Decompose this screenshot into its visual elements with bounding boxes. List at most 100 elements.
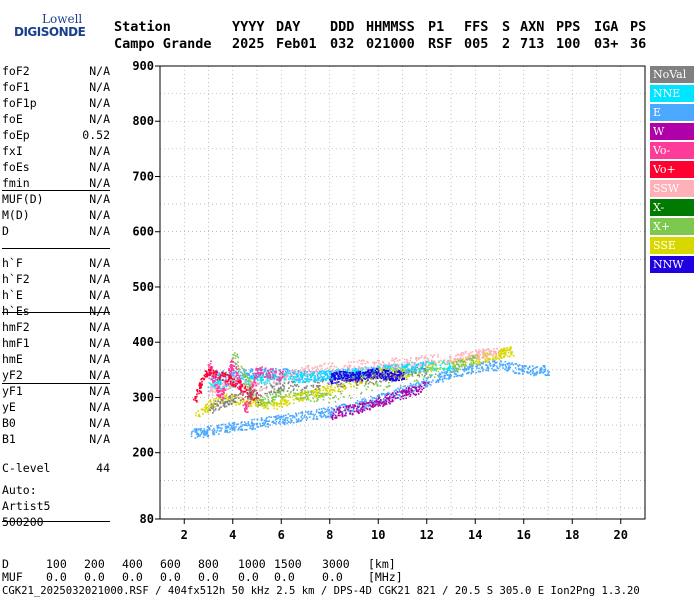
echo-point bbox=[249, 394, 252, 397]
echo-point bbox=[393, 373, 396, 375]
echo-point bbox=[375, 361, 377, 364]
echo-point bbox=[253, 423, 255, 425]
echo-point bbox=[319, 377, 321, 379]
echo-point bbox=[220, 398, 223, 401]
echo-point bbox=[223, 401, 225, 403]
echo-point bbox=[219, 401, 221, 403]
echo-point bbox=[268, 380, 271, 383]
echo-point bbox=[199, 382, 202, 384]
echo-point bbox=[408, 385, 411, 387]
echo-point bbox=[255, 377, 257, 379]
echo-point bbox=[278, 422, 280, 424]
param-row: M(D) N/A bbox=[2, 208, 110, 223]
echo-point bbox=[413, 372, 416, 374]
echo-point bbox=[444, 377, 446, 380]
echo-point bbox=[233, 372, 236, 374]
echo-point bbox=[208, 400, 211, 403]
echo-point bbox=[401, 368, 404, 371]
echo-point bbox=[369, 371, 371, 374]
echo-point bbox=[430, 384, 432, 386]
echo-point bbox=[475, 357, 478, 359]
echo-point bbox=[401, 371, 404, 373]
header-label-3: DDD bbox=[330, 19, 355, 35]
echo-point bbox=[380, 364, 382, 366]
echo-point bbox=[359, 375, 362, 377]
echo-point bbox=[274, 416, 277, 418]
echo-point bbox=[426, 384, 429, 387]
echo-point bbox=[519, 368, 521, 371]
echo-point bbox=[384, 371, 387, 373]
echo-point bbox=[316, 415, 318, 418]
echo-point bbox=[211, 389, 213, 392]
echo-point bbox=[446, 369, 449, 371]
echo-point bbox=[405, 362, 408, 365]
echo-point bbox=[324, 372, 326, 374]
echo-point bbox=[399, 367, 402, 370]
echo-point bbox=[471, 359, 474, 362]
echo-point bbox=[287, 370, 289, 373]
echo-point bbox=[346, 370, 348, 372]
echo-point bbox=[259, 423, 261, 425]
echo-point bbox=[360, 378, 362, 380]
echo-point bbox=[285, 395, 288, 398]
echo-point bbox=[312, 394, 315, 396]
echo-point bbox=[247, 405, 250, 408]
echo-point bbox=[217, 385, 220, 388]
echo-point bbox=[416, 357, 419, 360]
echo-point bbox=[346, 408, 349, 411]
echo-point bbox=[208, 377, 211, 380]
echo-point bbox=[326, 367, 329, 369]
echo-point bbox=[449, 367, 451, 369]
echo-point bbox=[408, 374, 410, 377]
echo-point bbox=[381, 376, 384, 378]
echo-point bbox=[224, 400, 227, 403]
echo-point bbox=[367, 382, 370, 385]
echo-point bbox=[238, 382, 240, 384]
echo-point bbox=[386, 372, 389, 375]
header-value-4: 021000 bbox=[366, 36, 415, 52]
echo-point bbox=[318, 412, 320, 414]
echo-point bbox=[264, 392, 266, 395]
echo-point bbox=[377, 375, 380, 377]
echo-point bbox=[400, 373, 403, 376]
echo-point bbox=[337, 377, 340, 379]
echo-point bbox=[320, 411, 323, 413]
echo-point bbox=[370, 375, 372, 377]
echo-point bbox=[221, 397, 223, 400]
echo-point bbox=[194, 399, 197, 402]
echo-point bbox=[238, 385, 241, 387]
echo-point bbox=[373, 362, 376, 365]
echo-point bbox=[200, 431, 203, 434]
echo-point bbox=[354, 369, 356, 371]
echo-point bbox=[433, 360, 436, 362]
echo-point bbox=[214, 382, 216, 384]
echo-point bbox=[273, 391, 275, 394]
echo-point bbox=[361, 399, 363, 401]
param-separator bbox=[2, 312, 110, 313]
echo-point bbox=[325, 389, 327, 392]
echo-point bbox=[208, 405, 210, 407]
echo-point bbox=[268, 372, 271, 374]
echo-point bbox=[308, 374, 311, 376]
echo-point bbox=[226, 430, 228, 433]
echo-point bbox=[335, 366, 337, 368]
echo-point bbox=[273, 380, 275, 382]
echo-point bbox=[260, 377, 262, 379]
echo-point bbox=[216, 425, 219, 427]
echo-point bbox=[248, 377, 251, 380]
echo-point bbox=[408, 369, 410, 372]
echo-point bbox=[292, 370, 294, 373]
echo-point bbox=[356, 384, 358, 386]
echo-point bbox=[273, 403, 276, 405]
param-value: N/A bbox=[89, 224, 110, 238]
echo-point bbox=[267, 380, 269, 382]
echo-point bbox=[374, 368, 376, 371]
echo-point bbox=[336, 381, 338, 383]
echo-point bbox=[373, 365, 375, 368]
echo-point bbox=[302, 368, 304, 371]
echo-point bbox=[240, 381, 242, 383]
echo-point bbox=[310, 384, 313, 387]
echo-point bbox=[312, 417, 315, 419]
echo-point bbox=[429, 368, 432, 371]
